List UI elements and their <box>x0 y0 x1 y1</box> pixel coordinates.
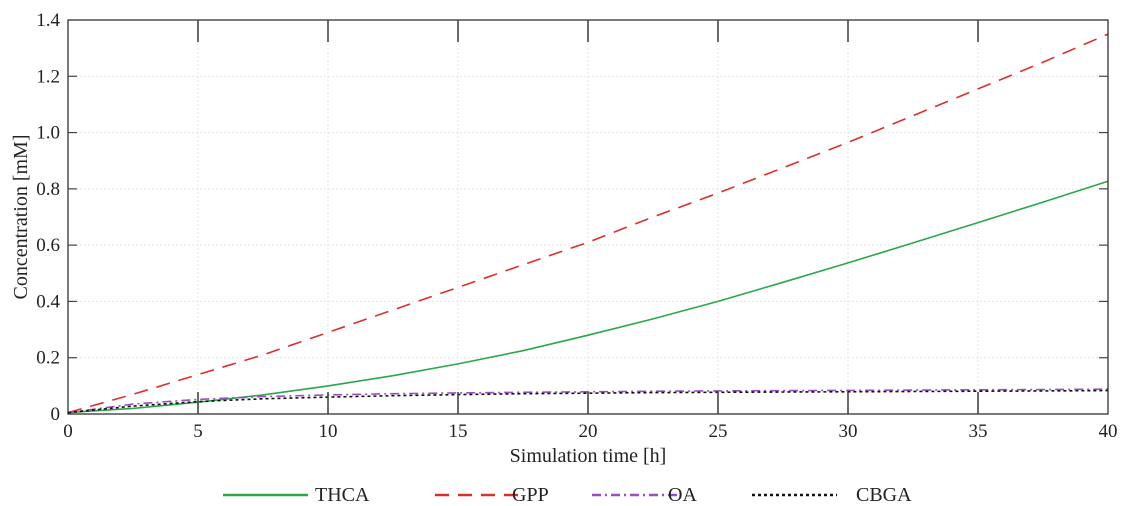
y-tick-label: 1.2 <box>36 66 60 87</box>
legend-label-cbga: CBGA <box>856 484 912 506</box>
series-line-oa <box>67 388 1109 414</box>
x-tick-label: 5 <box>193 421 203 442</box>
y-tick-label: 0.4 <box>36 291 60 312</box>
grid-lines <box>68 20 1108 414</box>
x-tick-label: 40 <box>1099 421 1118 442</box>
legend: THCA GPP OA CBGA <box>223 484 912 506</box>
x-tick-label: 15 <box>449 421 468 442</box>
legend-label-thca: THCA <box>315 484 370 506</box>
x-tick-label: 0 <box>63 421 73 442</box>
y-tick-label: 0 <box>51 404 61 425</box>
y-tick-label: 1.4 <box>36 10 60 31</box>
y-tick-label: 0.2 <box>36 348 60 369</box>
x-tick-label: 20 <box>579 421 598 442</box>
x-axis-title: Simulation time [h] <box>510 445 667 467</box>
x-tick-label: 10 <box>319 421 338 442</box>
axis-ticks: 0 5 10 15 20 25 30 35 40 0 0.2 0.4 0.6 0.8 1.0 1.2 1.4 <box>36 10 1117 442</box>
series-lines <box>67 33 1109 414</box>
y-tick-label: 0.8 <box>36 179 60 200</box>
legend-label-gpp: GPP <box>512 484 549 506</box>
y-tick-label: 1.0 <box>36 123 60 144</box>
x-tick-label: 25 <box>709 421 728 442</box>
legend-label-oa: OA <box>668 484 697 506</box>
y-axis-title: Concentration [mM] <box>10 135 32 300</box>
x-tick-label: 30 <box>839 421 858 442</box>
x-tick-label: 35 <box>969 421 988 442</box>
y-tick-label: 0.6 <box>36 235 60 256</box>
series-line-gpp <box>67 33 1109 414</box>
